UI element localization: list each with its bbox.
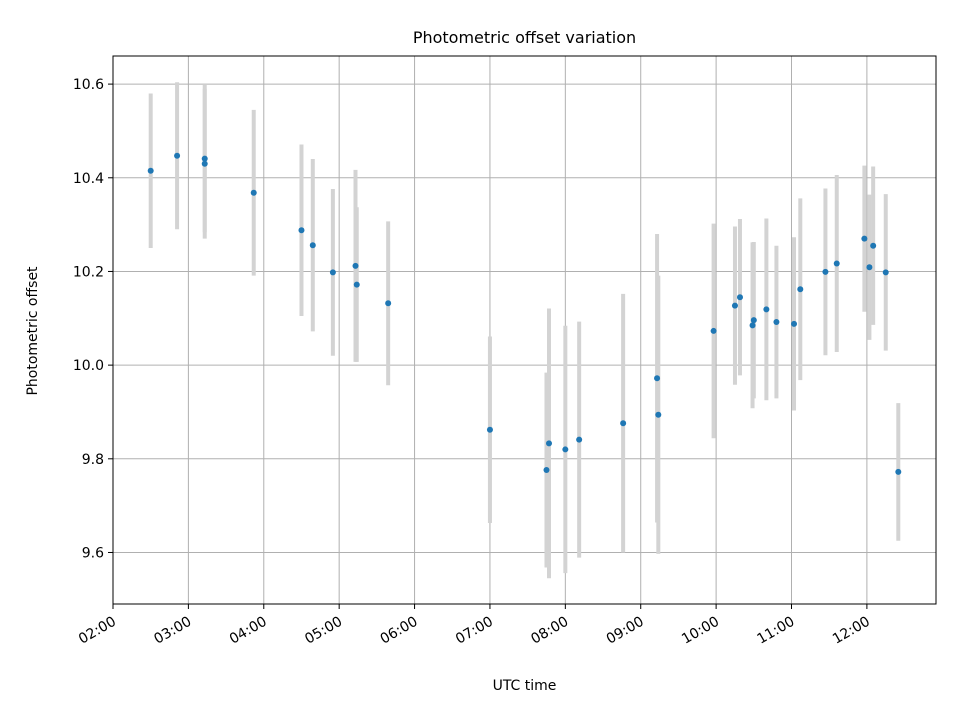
data-point (174, 152, 181, 159)
y-tick-label: 10.2 (73, 264, 104, 280)
data-point (763, 306, 770, 313)
data-point (201, 155, 208, 162)
data-point (736, 294, 743, 301)
data-point (562, 446, 569, 453)
data-point (797, 286, 804, 293)
data-point (543, 467, 550, 474)
data-point (773, 319, 780, 326)
data-point (147, 167, 154, 174)
data-point (882, 269, 889, 276)
data-point (822, 268, 829, 275)
data-point (749, 322, 756, 329)
data-point (861, 235, 868, 242)
data-point (298, 227, 305, 234)
data-point (895, 468, 902, 475)
plot-frame (112, 55, 937, 605)
data-point (655, 411, 662, 418)
data-point (486, 426, 493, 433)
data-point (750, 317, 757, 324)
data-point (731, 302, 738, 309)
y-tick-label: 9.8 (82, 452, 104, 468)
x-axis-label: UTC time (493, 678, 557, 694)
data-point (385, 300, 392, 307)
data-point (329, 269, 336, 276)
data-point (352, 262, 359, 269)
data-point (201, 160, 208, 167)
y-axis-label: Photometric offset (25, 266, 41, 396)
data-points (147, 152, 902, 475)
data-point (791, 320, 798, 327)
data-point (654, 375, 661, 382)
data-point (866, 264, 873, 271)
chart-title: Photometric offset variation (413, 28, 636, 47)
data-point (576, 436, 583, 443)
data-point (546, 440, 553, 447)
data-point (833, 260, 840, 267)
y-tick-label: 10.4 (73, 171, 104, 187)
data-point (250, 189, 257, 196)
data-point (870, 242, 877, 249)
y-tick-label: 10.6 (73, 77, 104, 93)
y-tick-label: 10.0 (73, 358, 104, 374)
data-point (309, 242, 316, 249)
y-axis-ticks: 9.6 9.8 10.0 10.2 10.4 10.6 (73, 77, 113, 561)
data-point (353, 281, 360, 288)
data-point (620, 420, 627, 427)
data-point (710, 327, 717, 334)
y-tick-label: 9.6 (82, 545, 104, 561)
